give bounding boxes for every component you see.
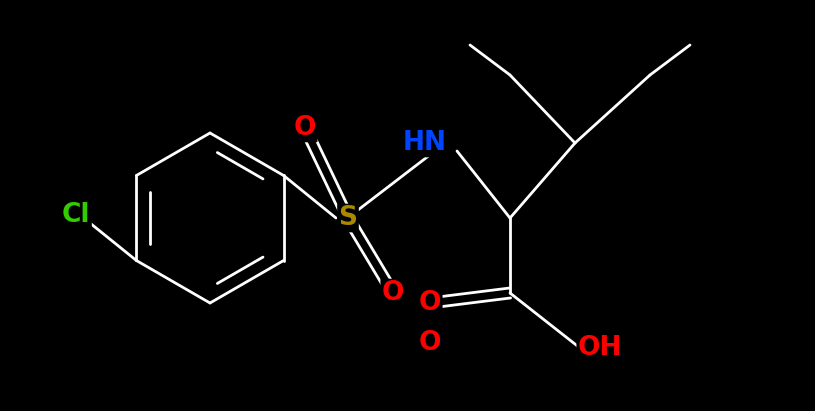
Text: S: S: [338, 205, 358, 231]
Text: O: O: [419, 290, 441, 316]
Text: O: O: [419, 330, 441, 356]
Text: OH: OH: [578, 335, 622, 361]
Text: Cl: Cl: [62, 202, 90, 228]
Text: HN: HN: [403, 130, 447, 156]
Text: O: O: [381, 280, 404, 306]
Text: O: O: [293, 115, 316, 141]
